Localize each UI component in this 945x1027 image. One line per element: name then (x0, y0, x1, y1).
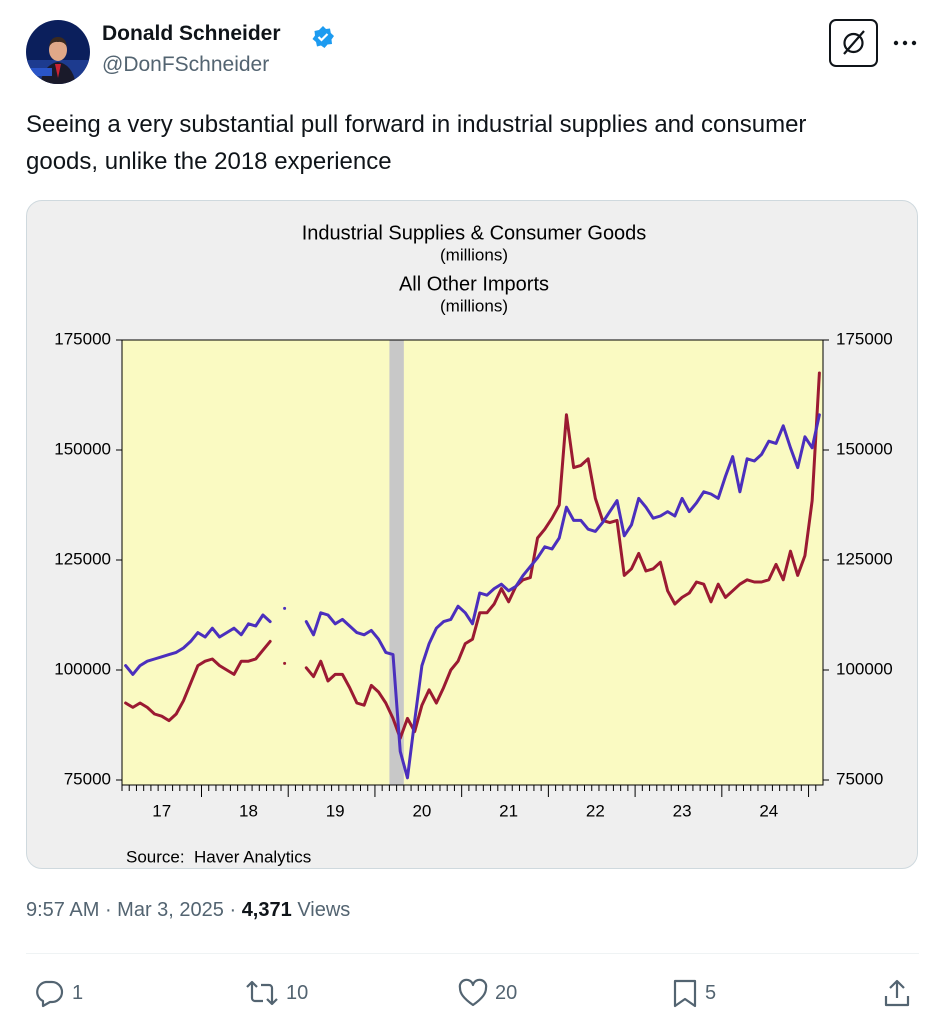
share-button[interactable] (882, 978, 912, 1008)
x-tick-label: 18 (239, 801, 258, 820)
x-tick-label: 22 (586, 801, 605, 820)
chart-card[interactable]: Industrial Supplies & Consumer Goods (mi… (26, 200, 918, 869)
series-line (124, 413, 821, 780)
like-count: 20 (495, 981, 518, 1004)
series-unit: (millions) (440, 296, 508, 315)
bookmark-button[interactable]: 5 (671, 978, 716, 1008)
y2-tick-label: 100000 (836, 659, 893, 678)
repost-count: 10 (286, 981, 309, 1004)
y2-tick-label: 175000 (836, 329, 893, 348)
x-tick-label: 21 (499, 801, 518, 820)
series-unit: (millions) (440, 245, 508, 264)
bookmark-icon (673, 979, 697, 1008)
y-tick-label: 150000 (54, 439, 111, 458)
y-tick-label: 125000 (54, 549, 111, 568)
post-time[interactable]: 9:57 AM (26, 899, 100, 921)
x-tick-label: 24 (759, 801, 778, 820)
divider (26, 953, 919, 954)
avatar[interactable] (26, 20, 90, 84)
reply-icon (36, 980, 64, 1008)
y2-tick-label: 150000 (836, 439, 893, 458)
reply-button[interactable]: 1 (34, 978, 83, 1008)
bookmark-count: 5 (705, 981, 717, 1004)
y2-tick-label: 75000 (836, 769, 883, 788)
tweet-text: Seeing a very substantial pull forward i… (26, 111, 807, 175)
x-tick-label: 19 (326, 801, 345, 820)
y-tick-label: 100000 (54, 659, 111, 678)
plot-area (122, 340, 823, 785)
source-note: Source: Haver Analytics (126, 847, 311, 866)
plot-frame (121, 339, 824, 786)
y-tick-label: 75000 (64, 769, 111, 788)
more-button[interactable] (892, 37, 920, 49)
author-handle[interactable]: @DonFSchneider (102, 53, 270, 76)
grok-button[interactable] (829, 19, 879, 67)
post-date[interactable]: Mar 3, 2025 (117, 899, 224, 921)
chart: Industrial Supplies & Consumer Goods (mi… (54, 222, 893, 866)
like-icon (458, 978, 488, 1007)
like-button[interactable]: 20 (457, 978, 517, 1008)
verified-badge (312, 26, 334, 48)
repost-icon (246, 980, 278, 1006)
series-title: Industrial Supplies & Consumer Goods (302, 222, 647, 244)
author-name[interactable]: Donald Schneider (102, 22, 281, 45)
series-line (124, 371, 821, 740)
view-count: 4,371 (241, 899, 292, 921)
y2-tick-label: 125000 (836, 549, 893, 568)
x-tick-label: 23 (673, 801, 692, 820)
repost-button[interactable]: 10 (244, 978, 308, 1008)
tweet-meta: 9:57 AM · Mar 3, 2025 · 4,371 Views (26, 899, 351, 921)
reply-count: 1 (72, 981, 84, 1004)
x-tick-label: 20 (412, 801, 431, 820)
y-tick-label: 175000 (54, 329, 111, 348)
x-tick-label: 17 (152, 801, 171, 820)
series-title: All Other Imports (399, 273, 549, 295)
views-label: Views (297, 899, 351, 921)
